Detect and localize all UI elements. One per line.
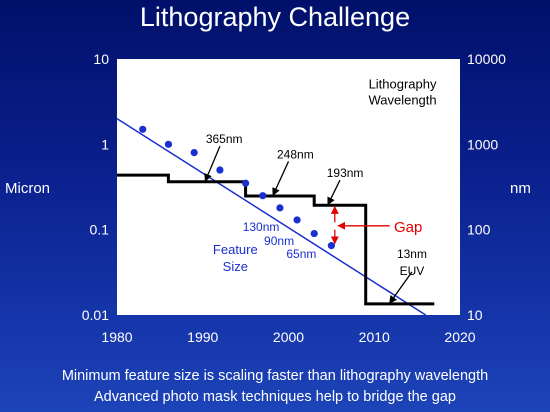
y-axis-label-left: Micron — [5, 180, 50, 197]
feature-size-point — [190, 149, 198, 157]
arrow-248nm — [272, 161, 290, 197]
feature-size-point — [164, 140, 173, 148]
annotation-65nm: 65nm — [286, 247, 316, 261]
y-tick-label-right-10000: 10000 — [467, 51, 506, 67]
slide-title: Lithography Challenge — [139, 2, 411, 32]
feature-size-point — [139, 125, 147, 133]
x-tick-label-2020: 2020 — [444, 329, 475, 345]
x-tick-label-1980: 1980 — [101, 329, 132, 345]
feature-size-point — [276, 204, 284, 212]
x-tick-label-2010: 2010 — [359, 329, 390, 345]
x-tick-label-2000: 2000 — [273, 329, 304, 345]
legend-label-lithography-wavelength: Wavelength — [368, 93, 436, 108]
annotation-193nm: 193nm — [327, 166, 364, 180]
y-axis-label-right: nm — [510, 180, 531, 197]
y-tick-label-left-0.01: 0.01 — [82, 307, 109, 323]
feature-size-point — [242, 179, 250, 187]
annotation-90nm: 90nm — [264, 234, 294, 248]
wavelength-step-line — [117, 173, 435, 306]
legend-label-lithography-wavelength: Lithography — [369, 77, 437, 92]
annotation-13nm: 13nm — [397, 247, 427, 261]
y-tick-label-left-10: 10 — [93, 51, 109, 67]
annotation-365nm: 365nm — [206, 132, 243, 146]
feature-size-point — [327, 242, 335, 250]
feature-trend-line — [116, 118, 427, 316]
arrow-365nm — [204, 145, 221, 182]
arrow-193nm — [327, 179, 341, 206]
caption-line-2: Advanced photo mask techniques help to b… — [94, 389, 456, 405]
feature-size-point — [259, 192, 267, 200]
arrow-13nm-euv — [389, 271, 413, 304]
plot-area — [117, 59, 460, 315]
caption-line-1: Minimum feature size is scaling faster t… — [61, 368, 489, 384]
y-tick-label-right-1000: 1000 — [467, 136, 498, 152]
x-tick-label-1990: 1990 — [187, 329, 218, 345]
y-tick-label-left-1: 1 — [101, 136, 109, 152]
annotation-euv: EUV — [400, 264, 425, 278]
annotation-248nm: 248nm — [277, 148, 314, 162]
feature-size-point — [216, 166, 224, 174]
feature-size-point — [293, 216, 301, 224]
legend-label-feature-size: Feature — [213, 242, 258, 257]
annotation-gap: Gap — [394, 219, 422, 236]
annotation-130nm: 130nm — [243, 220, 280, 234]
feature-size-point — [310, 229, 318, 238]
y-tick-label-left-0.1: 0.1 — [90, 222, 110, 238]
y-tick-label-right-10: 10 — [467, 307, 483, 323]
y-tick-label-right-100: 100 — [467, 222, 491, 238]
legend-label-feature-size: Size — [223, 259, 248, 274]
